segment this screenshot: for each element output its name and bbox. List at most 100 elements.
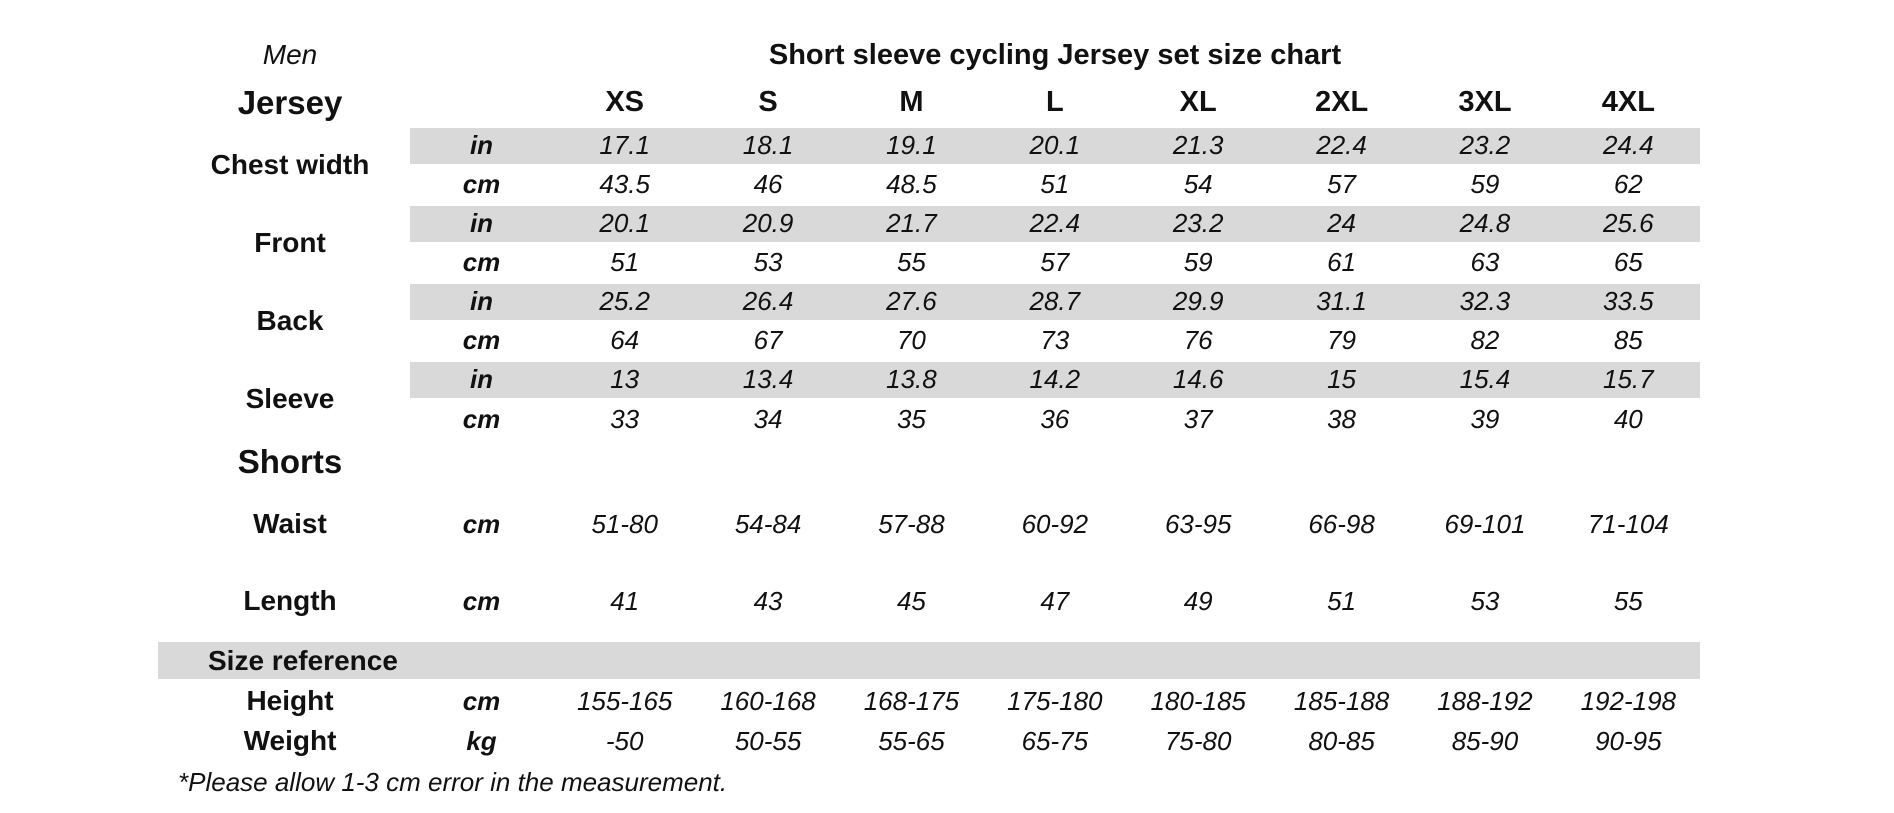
value-cell: 20.9 — [696, 202, 840, 245]
value-cell: 13.4 — [696, 358, 840, 401]
value-cell: 53 — [753, 247, 783, 277]
value-cell: 65 — [1613, 247, 1643, 277]
value-cell: 155-165 — [576, 685, 673, 716]
value-cell: 21.7 — [839, 202, 984, 245]
value-cell: 62 — [1613, 169, 1643, 199]
value-cell: 79 — [1327, 325, 1357, 355]
row-label-length: Length — [243, 585, 337, 616]
value-cell: 39 — [1470, 403, 1500, 434]
value-cell: 13.8 — [839, 358, 984, 401]
value-cell: 75-80 — [1164, 725, 1232, 756]
value-cell: 15.7 — [1556, 358, 1700, 401]
value-cell: 36 — [1040, 403, 1070, 434]
value-cell: 55-65 — [878, 725, 945, 756]
value-cell: 57 — [1327, 169, 1357, 199]
value-cell: 38 — [1327, 403, 1357, 434]
value-cell: 20.1 — [553, 202, 697, 245]
value-cell: 23.2 — [1413, 124, 1557, 167]
value-cell: 34 — [753, 403, 783, 434]
value-cell: 73 — [1040, 325, 1070, 355]
size-col-header-m: M — [899, 85, 924, 118]
unit-cell: cm — [462, 247, 501, 277]
value-cell: 51-80 — [591, 508, 658, 539]
value-cell: 18.1 — [696, 124, 840, 167]
value-cell: 82 — [1470, 325, 1500, 355]
value-cell: 46 — [753, 169, 783, 199]
value-cell: 63 — [1470, 247, 1500, 277]
value-cell: 21.3 — [1126, 124, 1270, 167]
value-cell: 41 — [610, 585, 640, 616]
value-cell: 13 — [553, 358, 697, 401]
size-col-header-4xl: 4XL — [1601, 85, 1655, 118]
value-cell: 23.2 — [1126, 202, 1270, 245]
chart-title: Short sleeve cycling Jersey set size cha… — [768, 38, 1342, 71]
value-cell: 19.1 — [839, 124, 984, 167]
value-cell: 69-101 — [1444, 508, 1526, 539]
value-cell: 54 — [1183, 169, 1213, 199]
spacer — [410, 438, 1700, 486]
value-cell: 31.1 — [1269, 280, 1414, 323]
value-cell: 45 — [896, 585, 926, 616]
value-cell: 24.8 — [1413, 202, 1557, 245]
value-cell: 48.5 — [886, 169, 937, 199]
unit-cell: in — [410, 280, 553, 323]
value-cell: 33.5 — [1556, 280, 1700, 323]
unit-cell: cm — [462, 508, 501, 539]
value-cell: 15.4 — [1413, 358, 1557, 401]
value-cell: 55 — [896, 247, 926, 277]
value-cell: 22.4 — [983, 202, 1127, 245]
unit-cell: in — [410, 202, 553, 245]
value-cell: 40 — [1613, 403, 1643, 434]
value-cell: 80-85 — [1308, 725, 1375, 756]
size-col-header-3xl: 3XL — [1458, 85, 1512, 118]
value-cell: 63-95 — [1164, 508, 1232, 539]
value-cell: 85-90 — [1451, 725, 1519, 756]
value-cell: 25.2 — [553, 280, 697, 323]
value-cell: 25.6 — [1556, 202, 1700, 245]
value-cell: 24.4 — [1556, 124, 1700, 167]
value-cell: 67 — [753, 325, 783, 355]
value-cell: 27.6 — [839, 280, 984, 323]
gender-label: Men — [262, 39, 318, 70]
value-cell: 76 — [1183, 325, 1213, 355]
size-reference-header: Size reference — [158, 642, 1700, 679]
value-cell: 43 — [753, 585, 783, 616]
value-cell: 61 — [1327, 247, 1357, 277]
row-label-weight: Weight — [243, 725, 337, 756]
value-cell: 49 — [1183, 585, 1213, 616]
value-cell: 57-88 — [878, 508, 945, 539]
value-cell: 64 — [610, 325, 640, 355]
value-cell: 14.6 — [1126, 358, 1270, 401]
value-cell: 65-75 — [1021, 725, 1089, 756]
unit-cell: in — [410, 358, 553, 401]
value-cell: 185-188 — [1293, 685, 1390, 716]
value-cell: 192-198 — [1580, 685, 1677, 716]
value-cell: 51 — [610, 247, 640, 277]
value-cell: 15 — [1269, 358, 1414, 401]
value-cell: 180-185 — [1150, 685, 1246, 716]
value-cell: -50 — [605, 725, 644, 756]
row-label-front: Front — [254, 227, 326, 258]
value-cell: 59 — [1470, 169, 1500, 199]
value-cell: 175-180 — [1007, 685, 1103, 716]
value-cell: 37 — [1183, 403, 1213, 434]
unit-cell: cm — [462, 403, 501, 434]
value-cell: 26.4 — [696, 280, 840, 323]
value-cell: 35 — [896, 403, 926, 434]
unit-cell: in — [410, 124, 553, 167]
measurement-footnote: *Please allow 1-3 cm error in the measur… — [178, 766, 728, 797]
unit-cell: cm — [462, 685, 501, 716]
value-cell: 160-168 — [720, 685, 816, 716]
row-label-sleeve: Sleeve — [245, 383, 335, 414]
value-cell: 17.1 — [553, 124, 697, 167]
size-reference-row: Size reference — [0, 640, 1700, 681]
value-cell: 20.1 — [983, 124, 1127, 167]
value-cell: 29.9 — [1126, 280, 1270, 323]
row-label-height: Height — [246, 685, 334, 716]
size-col-header-xl: XL — [1179, 85, 1217, 118]
value-cell: 33 — [610, 403, 640, 434]
value-cell: 188-192 — [1437, 685, 1533, 716]
value-cell: 14.2 — [983, 358, 1127, 401]
size-col-header-xs: XS — [605, 85, 645, 118]
